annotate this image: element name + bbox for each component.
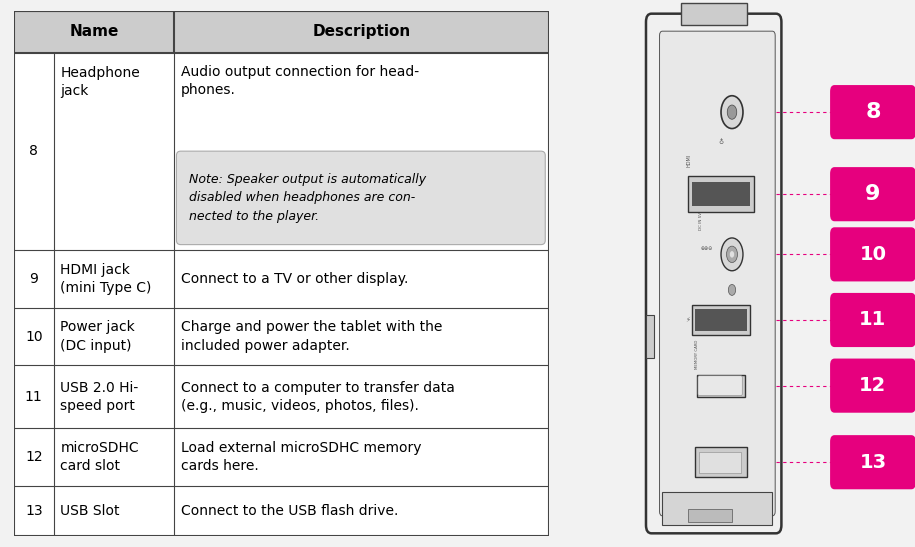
Text: microSDHC
card slot: microSDHC card slot: [60, 441, 139, 474]
Text: Power jack
(DC input): Power jack (DC input): [60, 321, 135, 353]
Text: Name: Name: [70, 25, 119, 39]
Text: Description: Description: [313, 25, 411, 39]
Circle shape: [728, 284, 736, 295]
Text: 9: 9: [866, 184, 880, 204]
Circle shape: [727, 105, 737, 119]
FancyBboxPatch shape: [660, 31, 775, 516]
Text: 12: 12: [25, 450, 43, 464]
Text: Connect to a TV or other display.: Connect to a TV or other display.: [181, 272, 408, 286]
FancyBboxPatch shape: [830, 85, 915, 139]
Text: USB Slot: USB Slot: [60, 504, 120, 518]
Text: 8: 8: [866, 102, 880, 122]
Bar: [688, 176, 754, 212]
Text: 8: 8: [29, 144, 38, 159]
Bar: [692, 305, 750, 335]
Text: DC IN 5V: DC IN 5V: [699, 212, 703, 230]
Bar: [695, 310, 747, 330]
Text: Connect to a computer to transfer data
(e.g., music, videos, photos, ﬁles).: Connect to a computer to transfer data (…: [181, 381, 455, 413]
Circle shape: [721, 96, 743, 129]
Text: Connect to the USB ﬂash drive.: Connect to the USB ﬂash drive.: [181, 504, 398, 518]
Text: ⚡: ⚡: [685, 317, 691, 323]
FancyBboxPatch shape: [177, 151, 545, 245]
Bar: [699, 452, 741, 473]
Text: 10: 10: [25, 329, 43, 344]
Text: Charge and power the tablet with the
included power adapter.: Charge and power the tablet with the inc…: [181, 321, 442, 353]
FancyBboxPatch shape: [830, 228, 915, 281]
Bar: [681, 3, 747, 25]
Text: ♁: ♁: [718, 139, 724, 146]
Bar: [688, 509, 732, 522]
Text: ⊕⊕⊖: ⊕⊕⊖: [700, 246, 713, 252]
Text: 13: 13: [859, 453, 887, 472]
Bar: [662, 492, 772, 525]
FancyBboxPatch shape: [830, 293, 915, 347]
Bar: [695, 447, 747, 477]
Circle shape: [721, 238, 743, 271]
Text: USB 2.0 Hi-
speed port: USB 2.0 Hi- speed port: [60, 381, 138, 413]
FancyBboxPatch shape: [830, 435, 915, 489]
Text: Headphone
jack: Headphone jack: [60, 66, 140, 98]
Bar: [14, 11, 549, 53]
FancyBboxPatch shape: [646, 14, 781, 533]
Text: 11: 11: [859, 311, 887, 329]
Text: 10: 10: [859, 245, 887, 264]
FancyBboxPatch shape: [830, 167, 915, 221]
Text: Note: Speaker output is automatically
disabled when headphones are con-
nected t: Note: Speaker output is automatically di…: [188, 173, 425, 223]
Text: 11: 11: [25, 390, 43, 404]
FancyBboxPatch shape: [698, 376, 742, 395]
Circle shape: [730, 251, 734, 258]
Text: HDMI jack
(mini Type C): HDMI jack (mini Type C): [60, 263, 152, 295]
Bar: [692, 182, 750, 206]
Text: 9: 9: [29, 272, 38, 286]
Text: 12: 12: [859, 376, 887, 395]
Text: MEMORY CARD: MEMORY CARD: [695, 340, 699, 369]
Text: Load external microSDHC memory
cards here.: Load external microSDHC memory cards her…: [181, 441, 421, 474]
Text: 13: 13: [25, 504, 43, 518]
Circle shape: [727, 246, 737, 263]
Bar: [646, 315, 654, 358]
Text: HDMI: HDMI: [686, 154, 691, 167]
Text: Audio output connection for head-
phones.: Audio output connection for head- phones…: [181, 65, 419, 97]
FancyBboxPatch shape: [830, 359, 915, 412]
Bar: [697, 375, 745, 397]
